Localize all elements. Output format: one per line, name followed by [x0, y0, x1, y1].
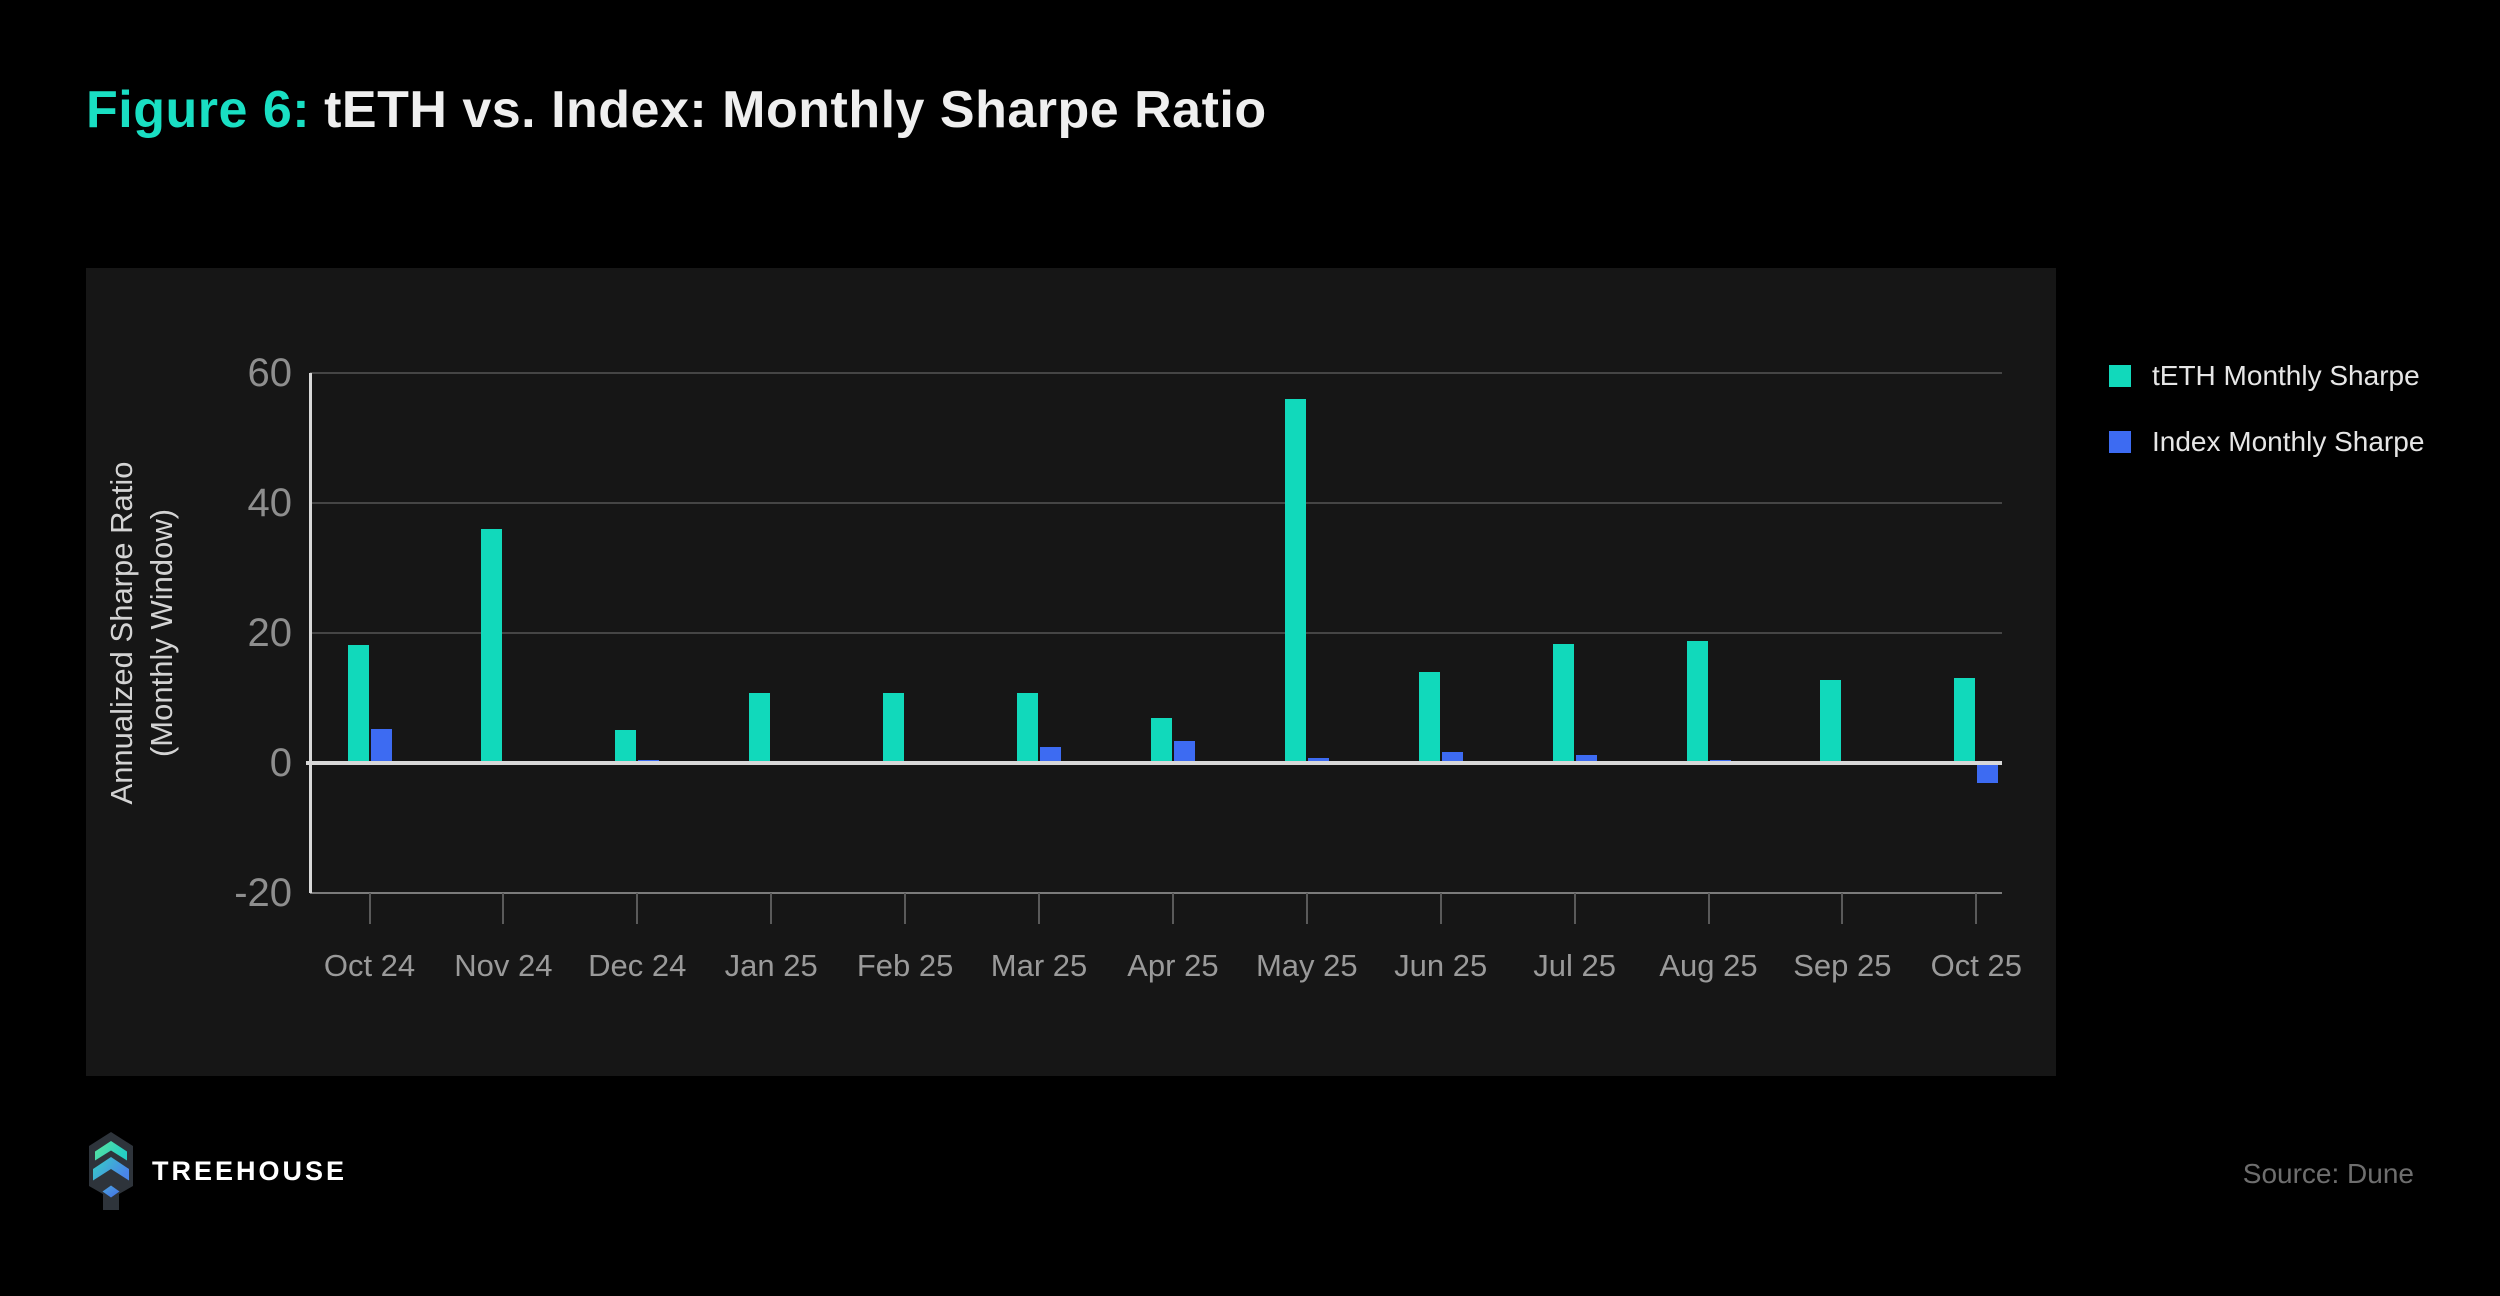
bar-teth-jun-25: [1418, 672, 1440, 763]
bar-teth-may-25: [1284, 399, 1306, 763]
x-axis-label: Nov 24: [454, 948, 553, 983]
x-axis-label: May 25: [1255, 948, 1358, 983]
x-axis-label: Feb 25: [856, 948, 954, 983]
x-axis-label: Jul 25: [1533, 948, 1616, 983]
bar-teth-feb-25: [883, 692, 905, 763]
x-axis-label: Aug 25: [1659, 948, 1758, 983]
y-axis-title-line1: Annualized Sharpe Ratio: [104, 461, 139, 805]
zero-axis-line: [306, 761, 2002, 765]
y-tick-label: 40: [247, 481, 293, 525]
legend-label: Index Monthly Sharpe: [2152, 426, 2425, 457]
gridline-y40: [310, 502, 2002, 504]
x-axis-line: [310, 892, 2002, 894]
bar-teth-sep-25: [1820, 680, 1842, 763]
x-axis-label: Jun 25: [1394, 948, 1488, 983]
chart-card: [86, 268, 2056, 1076]
y-axis-title-line2: (Monthly Window): [144, 508, 179, 758]
bar-index-jul-25: [1575, 754, 1597, 763]
bar-index-jun-25: [1441, 751, 1463, 763]
bar-teth-mar-25: [1017, 692, 1038, 763]
legend-item: tETH Monthly Sharpe: [2109, 360, 2420, 392]
x-tick: [1038, 893, 1040, 924]
gridline-y60: [310, 372, 2002, 374]
x-tick: [1707, 893, 1710, 924]
bar-teth-jul-25: [1552, 644, 1574, 763]
x-tick: [1841, 893, 1844, 924]
figure-title: Figure 6: tETH vs. Index: Monthly Sharpe …: [86, 80, 1267, 140]
brand-name: TREEHOUSE: [152, 1156, 348, 1186]
bar-index-may-25: [1307, 758, 1329, 763]
x-axis-label: Jan 25: [724, 948, 818, 983]
x-axis-label: Mar 25: [990, 948, 1088, 983]
bar-teth-jan-25: [749, 692, 771, 763]
y-tick-label: 60: [247, 351, 293, 395]
legend-item: Index Monthly Sharpe: [2109, 426, 2424, 458]
x-tick: [1975, 893, 1978, 924]
x-tick: [1573, 893, 1576, 924]
x-axis-label: Dec 24: [588, 948, 687, 983]
bar-teth-nov-24: [481, 529, 503, 763]
x-axis-label: Apr 25: [1127, 948, 1219, 983]
bar-teth-oct-25: [1954, 677, 1976, 763]
x-tick: [904, 893, 907, 924]
bar-index-oct-25: [1977, 765, 1999, 783]
bar-teth-aug-25: [1686, 641, 1708, 763]
legend-swatch-icon: [2109, 365, 2131, 387]
bar-index-mar-25: [1040, 746, 1061, 763]
figure-title-main: tETH vs. Index: Monthly Sharpe Ratio: [324, 81, 1267, 139]
source-credit: Source: Dune: [2242, 1158, 2414, 1189]
legend-swatch-icon: [2109, 431, 2131, 453]
y-axis-line: [309, 373, 312, 893]
x-tick: [636, 893, 639, 924]
x-axis-label: Oct 24: [323, 948, 416, 983]
y-tick-label: -20: [234, 871, 292, 915]
x-tick: [1439, 893, 1442, 924]
bar-index-oct-24: [370, 728, 392, 763]
bar-teth-oct-24: [347, 645, 369, 763]
bar-teth-dec-24: [615, 729, 637, 763]
x-tick: [1305, 893, 1308, 924]
y-tick-label: 20: [247, 611, 293, 655]
figure-title-prefix: Figure 6:: [86, 81, 311, 139]
y-tick-label: 0: [269, 741, 292, 785]
x-tick: [502, 893, 505, 924]
x-axis-label: Sep 25: [1793, 948, 1892, 983]
gridline-y20: [310, 632, 2002, 634]
x-tick: [368, 893, 371, 924]
legend-label: tETH Monthly Sharpe: [2152, 360, 2420, 391]
bar-index-apr-25: [1173, 740, 1195, 763]
treehouse-logo-icon: [89, 1132, 133, 1210]
y-axis-title: Annualized Sharpe Ratio (Monthly Window): [102, 283, 182, 983]
x-axis-label: Oct 25: [1930, 948, 2022, 983]
x-tick: [1171, 893, 1174, 924]
bar-teth-apr-25: [1150, 718, 1172, 763]
x-tick: [770, 893, 773, 924]
